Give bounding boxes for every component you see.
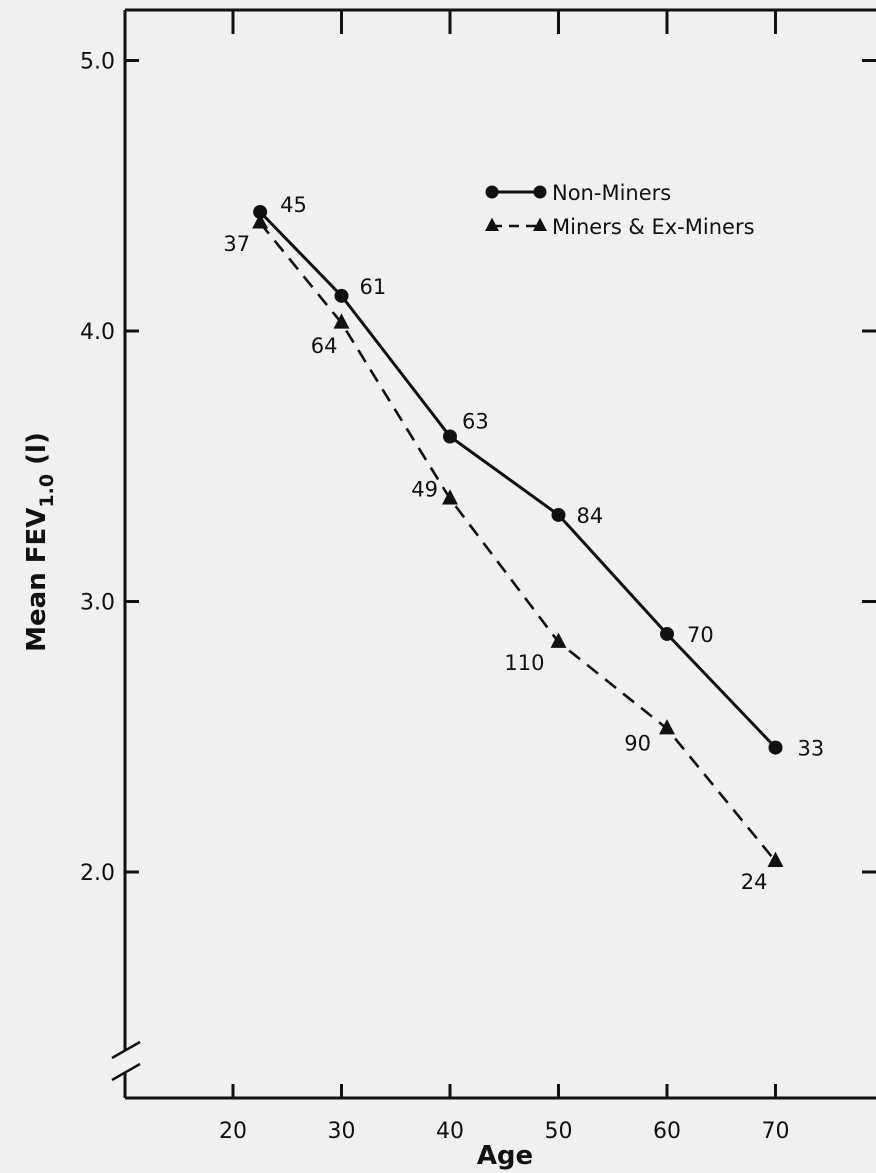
series-marker (767, 851, 784, 867)
point-count-label: 49 (411, 478, 438, 502)
point-count-label: 33 (798, 737, 825, 761)
legend-label: Non-Miners (552, 181, 671, 205)
y-axis-break-mark (111, 1040, 141, 1060)
x-tick-label: 40 (436, 1119, 464, 1144)
y-axis-title: Mean FEV1.0 (l) (22, 432, 58, 652)
legend-label: Miners & Ex-Miners (552, 215, 755, 239)
series-marker (253, 204, 268, 219)
axis-titles: Age Mean FEV1.0 (l) (22, 432, 533, 1171)
series-marker (551, 507, 566, 522)
series-marker (333, 313, 350, 329)
point-labels: 45 61 63 84 70 33 37 64 49 110 90 24 (223, 193, 824, 894)
y-axis-title-main: Mean FEV (22, 508, 52, 652)
point-count-label: 37 (223, 232, 250, 256)
x-tick-label: 50 (545, 1119, 573, 1144)
legend-marker (533, 217, 547, 232)
point-count-label: 24 (741, 870, 768, 894)
series-marker (334, 288, 349, 303)
point-count-label: 70 (687, 623, 714, 647)
y-tick-label: 4.0 (80, 320, 115, 345)
series-marker (660, 626, 674, 641)
legend-marker (533, 185, 547, 199)
y-tick-label: 2.0 (80, 861, 115, 886)
y-tick-label: 5.0 (80, 50, 115, 75)
y-axis-break-mark (111, 1062, 141, 1082)
legend-marker (485, 185, 499, 199)
point-count-label: 84 (577, 504, 604, 528)
point-count-label: 61 (360, 275, 387, 299)
series-marker (443, 429, 457, 444)
series-marker (768, 740, 783, 755)
series-marker (659, 719, 675, 735)
legend-marker (485, 217, 499, 232)
point-count-label: 64 (311, 334, 338, 358)
x-tick-label: 70 (762, 1119, 790, 1144)
series-marker (550, 632, 567, 648)
point-count-label: 45 (280, 193, 307, 217)
series-line (259, 210, 777, 749)
x-tick-label: 60 (653, 1119, 681, 1144)
x-tick-label: 30 (328, 1119, 356, 1144)
series-marker (252, 213, 269, 229)
y-axis-title-subscript: 1.0 (36, 474, 58, 508)
y-axis-title-unit: (l) (22, 432, 52, 474)
x-axis-title: Age (477, 1141, 533, 1171)
y-tick-label: 3.0 (80, 591, 115, 616)
point-count-label: 110 (504, 651, 544, 675)
axes: 20 30 40 50 60 70 2.0 3.0 4.0 5.0 (80, 8, 876, 1144)
point-count-label: 90 (624, 732, 651, 756)
point-count-label: 63 (462, 409, 489, 433)
x-tick-label: 20 (219, 1119, 247, 1144)
legend: Non-Miners Miners & Ex-Miners (485, 181, 755, 239)
series-layer (252, 204, 784, 867)
series-line (259, 221, 777, 863)
series-marker (442, 489, 458, 505)
